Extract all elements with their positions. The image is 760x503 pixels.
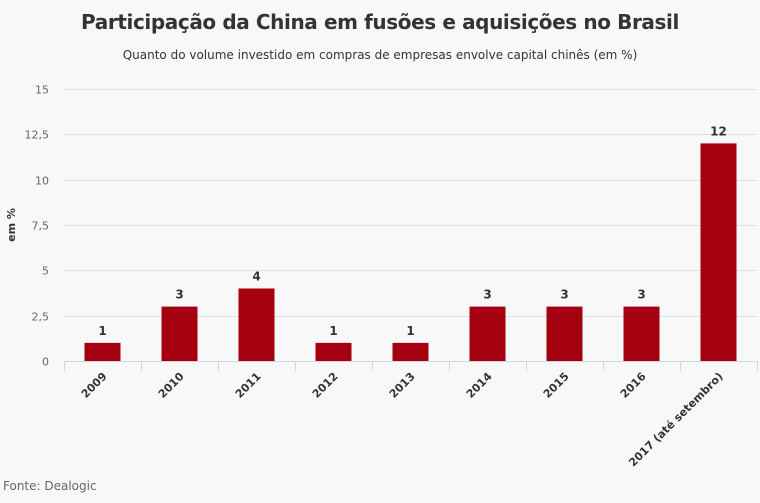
data-label: 3	[175, 288, 183, 302]
y-tick-label: 15	[35, 84, 49, 97]
data-labels: 1 3 4 1 1 3 3 3 12	[98, 124, 727, 337]
x-tick-label: 2016	[618, 370, 649, 401]
data-label: 3	[637, 288, 645, 302]
x-tick-label: 2014	[464, 370, 495, 401]
bar[interactable]	[161, 306, 198, 361]
x-tick-label: 2011	[233, 370, 264, 401]
x-axis	[64, 361, 758, 371]
y-axis-ticks: 0 2,5 5 7,5 10 12,5 15	[25, 84, 50, 369]
data-label: 3	[483, 288, 491, 302]
y-tick-label: 12,5	[25, 129, 50, 142]
y-axis-label: em %	[5, 208, 18, 242]
y-tick-label: 0	[42, 356, 49, 369]
bar[interactable]	[84, 342, 121, 361]
bar[interactable]	[315, 342, 352, 361]
bar[interactable]	[238, 288, 275, 361]
bars	[84, 143, 737, 361]
bar[interactable]	[546, 306, 583, 361]
bar[interactable]	[469, 306, 506, 361]
data-label: 3	[560, 288, 568, 302]
bar[interactable]	[700, 143, 737, 361]
y-tick-label: 2,5	[32, 311, 50, 324]
data-label: 1	[406, 324, 414, 338]
data-label: 1	[329, 324, 337, 338]
x-tick-label: 2010	[156, 370, 187, 401]
y-tick-label: 7,5	[32, 220, 50, 233]
bar[interactable]	[392, 342, 429, 361]
x-tick-label: 2015	[541, 370, 572, 401]
gridlines	[64, 89, 757, 317]
data-label: 1	[98, 324, 106, 338]
data-label: 4	[252, 269, 260, 283]
x-tick-label: 2013	[387, 370, 418, 401]
source-note: Fonte: Dealogic	[3, 479, 97, 493]
y-tick-label: 5	[42, 265, 49, 278]
x-tick-label: 2009	[79, 370, 110, 401]
data-label: 12	[710, 124, 727, 138]
chart-title: Participação da China em fusões e aquisi…	[81, 10, 679, 34]
bar[interactable]	[623, 306, 660, 361]
chart-subtitle: Quanto do volume investido em compras de…	[122, 48, 638, 62]
x-tick-label: 2012	[310, 370, 341, 401]
y-tick-label: 10	[35, 175, 49, 188]
